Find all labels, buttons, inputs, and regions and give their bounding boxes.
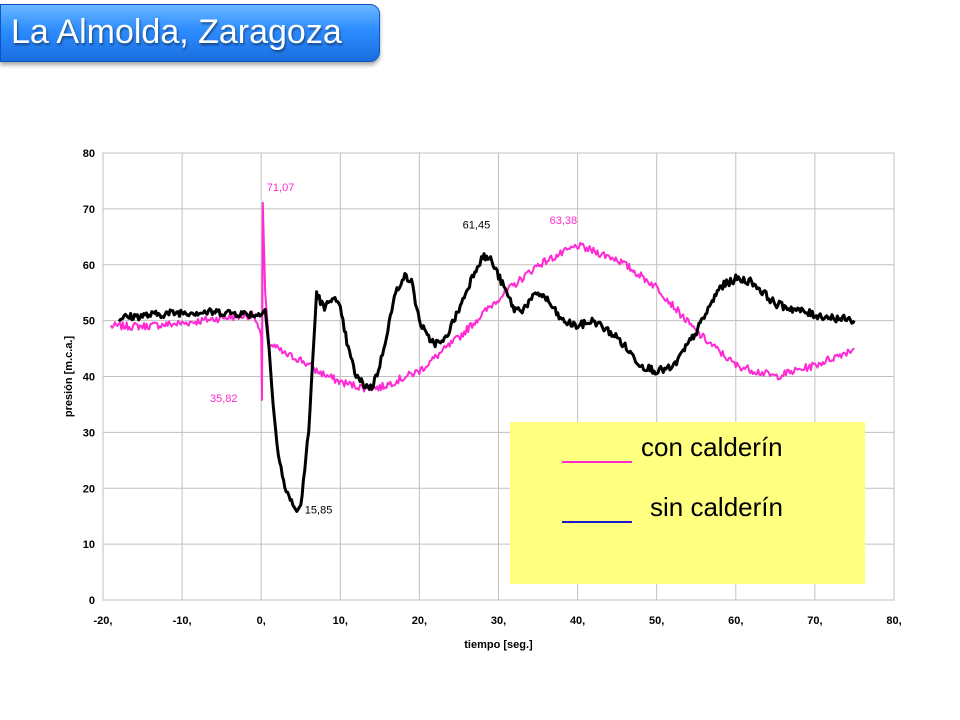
x-tick-label: 10, bbox=[333, 615, 348, 627]
x-tick-label: -10, bbox=[173, 615, 192, 627]
x-tick-label: -20, bbox=[94, 615, 113, 627]
series-line-sin-calderin bbox=[117, 252, 856, 513]
value-annotation: 71,07 bbox=[267, 182, 295, 194]
y-tick-label: 40 bbox=[83, 372, 95, 384]
y-tick-label: 50 bbox=[83, 316, 95, 328]
value-annotation: 63,38 bbox=[550, 215, 578, 227]
slide-title-bar: La Almolda, Zaragoza bbox=[0, 4, 380, 62]
value-annotation: 61,45 bbox=[463, 220, 491, 232]
y-tick-label: 70 bbox=[83, 204, 95, 216]
legend-label: con calderín bbox=[641, 432, 783, 462]
y-axis-title: presión [m.c.a.] bbox=[63, 336, 75, 418]
y-tick-label: 60 bbox=[83, 260, 95, 272]
value-annotation: 15,85 bbox=[305, 504, 333, 516]
x-tick-label: 50, bbox=[649, 615, 664, 627]
legend-box bbox=[510, 422, 865, 584]
x-axis-title: tiempo [seg.] bbox=[464, 639, 533, 651]
x-tick-label: 70, bbox=[807, 615, 822, 627]
y-tick-label: 80 bbox=[83, 148, 95, 160]
x-tick-label: 40, bbox=[570, 615, 585, 627]
y-tick-label: 20 bbox=[83, 483, 95, 495]
x-tick-label: 0, bbox=[257, 615, 266, 627]
y-tick-label: 10 bbox=[83, 539, 95, 551]
y-tick-label: 0 bbox=[89, 595, 95, 607]
y-tick-label: 30 bbox=[83, 427, 95, 439]
legend-label: sin calderín bbox=[650, 492, 783, 522]
x-tick-label: 60, bbox=[728, 615, 743, 627]
x-tick-label: 20, bbox=[412, 615, 427, 627]
x-tick-label: 80, bbox=[886, 615, 901, 627]
value-annotation: 35,82 bbox=[210, 393, 238, 405]
slide-title: La Almolda, Zaragoza bbox=[11, 13, 342, 51]
x-tick-label: 30, bbox=[491, 615, 506, 627]
